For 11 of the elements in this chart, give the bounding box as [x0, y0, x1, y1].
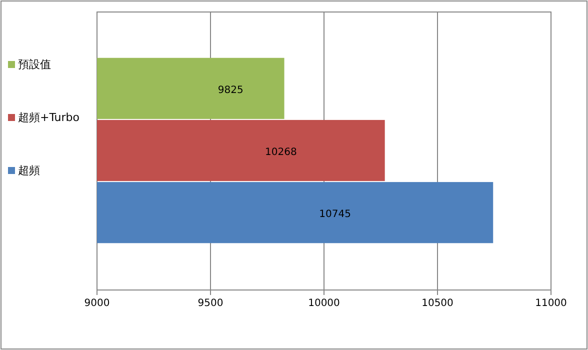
x-tick-label: 9500 [198, 298, 224, 309]
x-tick-label: 9000 [84, 298, 110, 309]
legend-label: 超頻+Turbo [18, 111, 80, 124]
data-label: 10268 [265, 147, 297, 158]
data-label: 9825 [218, 84, 244, 96]
legend-label: 超頻 [18, 164, 40, 177]
x-tick-label: 10500 [422, 298, 454, 309]
x-tick-label: 10000 [308, 298, 340, 309]
data-label: 10745 [319, 209, 351, 220]
legend-label: 預設值 [18, 58, 51, 71]
x-tick-label: 11000 [535, 298, 567, 309]
